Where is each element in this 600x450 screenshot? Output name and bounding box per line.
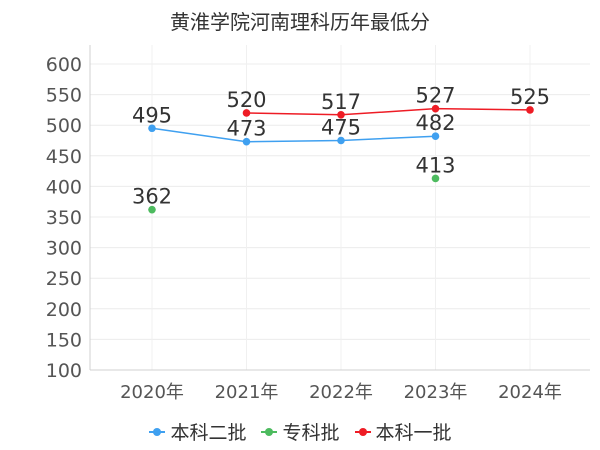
y-tick-label: 150 [46, 329, 82, 351]
data-point [242, 109, 251, 117]
legend-swatch [148, 423, 166, 441]
x-tick-label: 2024年 [498, 382, 562, 403]
data-label: 475 [321, 116, 361, 140]
legend: 本科二批 专科批 本科一批 [0, 418, 600, 445]
data-point [242, 137, 251, 146]
data-point [431, 104, 440, 113]
y-tick-label: 200 [46, 299, 82, 321]
y-tick-label: 300 [46, 238, 82, 260]
data-label: 482 [415, 111, 455, 135]
data-point [148, 205, 156, 214]
y-tick-label: 450 [46, 146, 82, 168]
data-label: 525 [510, 85, 550, 109]
data-label: 520 [226, 88, 266, 112]
data-label: 527 [415, 84, 455, 108]
series [148, 104, 534, 214]
data-label: 473 [226, 117, 266, 141]
legend-item[interactable]: 专科批 [260, 418, 340, 445]
data-label: 413 [415, 153, 455, 177]
legend-swatch [260, 423, 278, 441]
y-tick-label: 400 [46, 176, 82, 198]
data-point [431, 174, 440, 183]
y-tick-label: 250 [46, 268, 82, 290]
data-label: 362 [132, 185, 172, 209]
y-tick-label: 600 [46, 54, 82, 76]
series-line [151, 127, 436, 143]
data-point [148, 124, 156, 133]
x-tick-label: 2023年 [404, 382, 468, 403]
y-tick-label: 100 [46, 360, 82, 382]
legend-label: 本科二批 [170, 422, 247, 444]
y-tick-label: 550 [46, 85, 82, 107]
axes: 100 150 200 250 300 350 400 450 500 550 600 2020年 20… [46, 45, 590, 403]
legend-item[interactable]: 本科二批 [148, 418, 246, 445]
x-tick-label: 2021年 [215, 382, 279, 403]
legend-label: 专科批 [282, 422, 340, 444]
y-tick-label: 500 [46, 115, 82, 137]
data-label: 495 [132, 103, 172, 127]
series-line [246, 107, 531, 116]
data-point [526, 106, 534, 114]
data-point [337, 110, 345, 119]
y-tick-label: 350 [46, 207, 82, 229]
data-point [337, 136, 345, 145]
data-point [431, 132, 440, 141]
x-tick-label: 2022年 [309, 382, 373, 403]
legend-swatch [354, 423, 372, 441]
legend-label: 本科一批 [375, 422, 452, 444]
data-label: 517 [321, 90, 361, 114]
x-tick-label: 2020年 [120, 382, 184, 403]
data-labels: 495 473 475 482 362 413 520 517 527 525 [132, 84, 550, 209]
chart-title: 黄淮学院河南理科历年最低分 [170, 10, 430, 34]
legend-item[interactable]: 本科一批 [354, 418, 452, 445]
